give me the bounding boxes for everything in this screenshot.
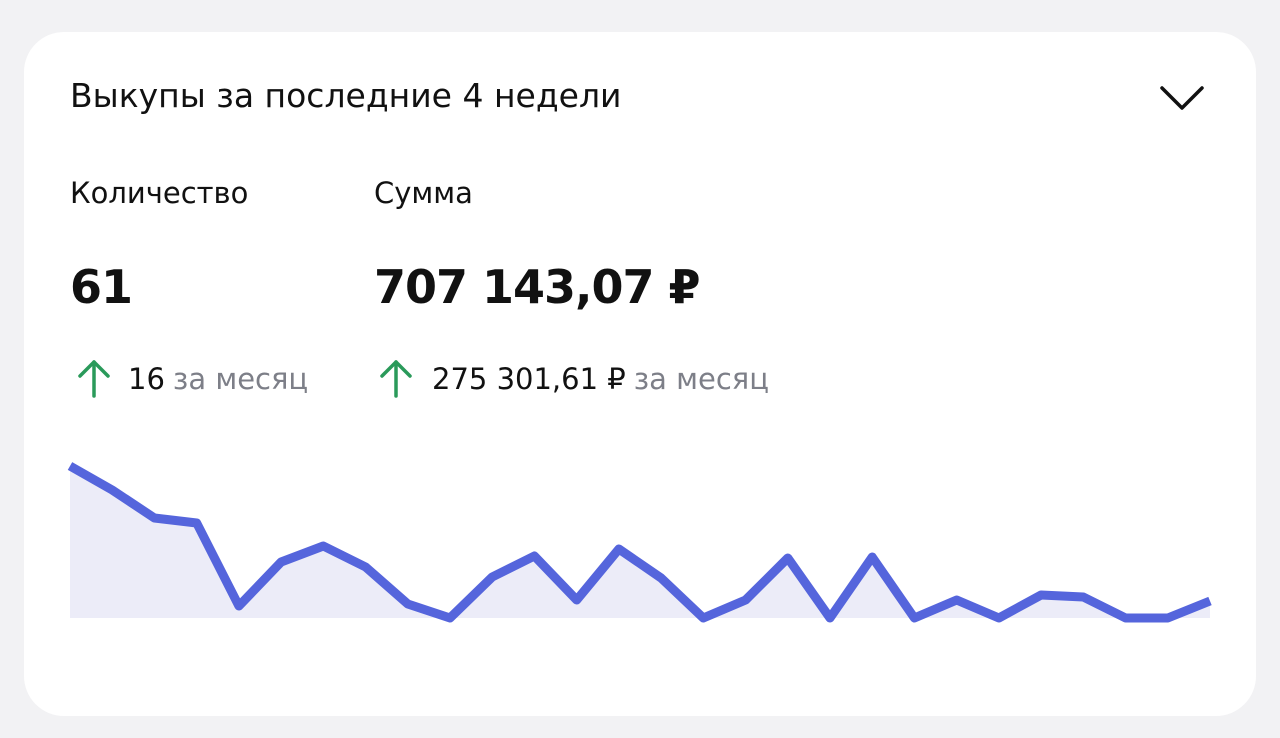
card: Выкупы за последние 4 недели Количество … bbox=[24, 32, 1256, 716]
area-fill bbox=[70, 466, 1210, 618]
sparkline bbox=[67, 462, 1212, 623]
metric-change: 275 301,61 ₽ за месяц bbox=[432, 362, 769, 396]
metric-label: Количество bbox=[70, 176, 249, 210]
metric-label: Сумма bbox=[374, 176, 473, 210]
metric-value: 707 143,07 ₽ bbox=[374, 260, 701, 314]
change-value: 16 bbox=[128, 362, 165, 396]
metric-value: 61 bbox=[70, 260, 133, 314]
title: Выкупы за последние 4 недели bbox=[70, 76, 622, 115]
line bbox=[67, 462, 1212, 623]
change-suffix: за месяц bbox=[172, 362, 309, 396]
metric-change: 16 за месяц bbox=[128, 362, 308, 396]
change-value: 275 301,61 ₽ bbox=[432, 362, 626, 396]
change-suffix: за месяц bbox=[633, 362, 769, 396]
